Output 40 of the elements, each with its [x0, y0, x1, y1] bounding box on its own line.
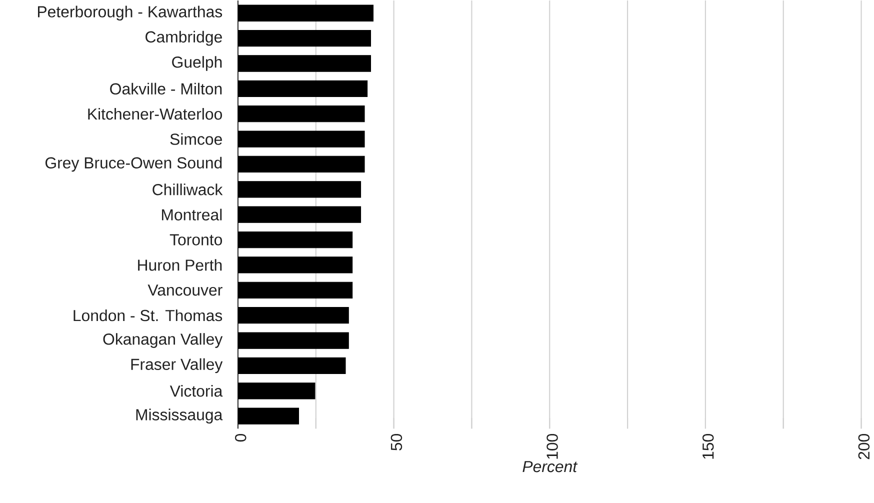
y-tick-label: Mississauga [136, 408, 223, 424]
y-tick-label: Chilliwack [152, 183, 223, 196]
bar [238, 105, 365, 122]
x-axis-title: Percent [522, 460, 578, 472]
y-tick-label: Cambridge [146, 30, 222, 46]
bar [238, 180, 362, 198]
y-tick-label: Grey Bruce-Owen Sound [45, 156, 222, 172]
y-tick-label: Simcoe [170, 133, 222, 145]
bar [238, 54, 372, 72]
x-tick-label: 150 [702, 434, 714, 459]
y-tick-label: Montreal [162, 208, 222, 220]
bar [238, 408, 300, 424]
bar [238, 206, 362, 223]
bar [238, 80, 368, 97]
bar [238, 30, 372, 46]
bar [238, 130, 365, 148]
y-tick-label: Victoria [170, 384, 223, 397]
bar [238, 382, 316, 400]
y-tick-label: Huron Perth [138, 258, 222, 271]
x-tick-label: 200 [858, 434, 870, 459]
x-tick-label: 50 [390, 434, 402, 450]
bar [238, 306, 349, 324]
bar [238, 256, 353, 274]
y-tick-label: Vancouver [148, 284, 222, 296]
y-tick-label: Okanagan Valley [103, 332, 223, 348]
bar [238, 156, 365, 172]
y-tick-label: Fraser Valley [131, 358, 223, 373]
y-tick-label: Guelph [172, 56, 222, 71]
bar [238, 282, 353, 298]
y-tick-label: London - St. Thomas [74, 309, 222, 322]
bar [238, 332, 349, 349]
bar [238, 4, 374, 22]
y-tick-label: Kitchener-Waterloo [88, 108, 222, 120]
bar [238, 231, 353, 248]
y-tick-label: Toronto [170, 234, 222, 246]
y-tick-label: Peterborough - Kawarthas [38, 6, 222, 20]
y-tick-label: Oakville - Milton [110, 82, 222, 94]
x-tick-label: 0 [235, 434, 246, 442]
x-tick-label: 100 [546, 434, 558, 459]
bar [238, 357, 346, 374]
